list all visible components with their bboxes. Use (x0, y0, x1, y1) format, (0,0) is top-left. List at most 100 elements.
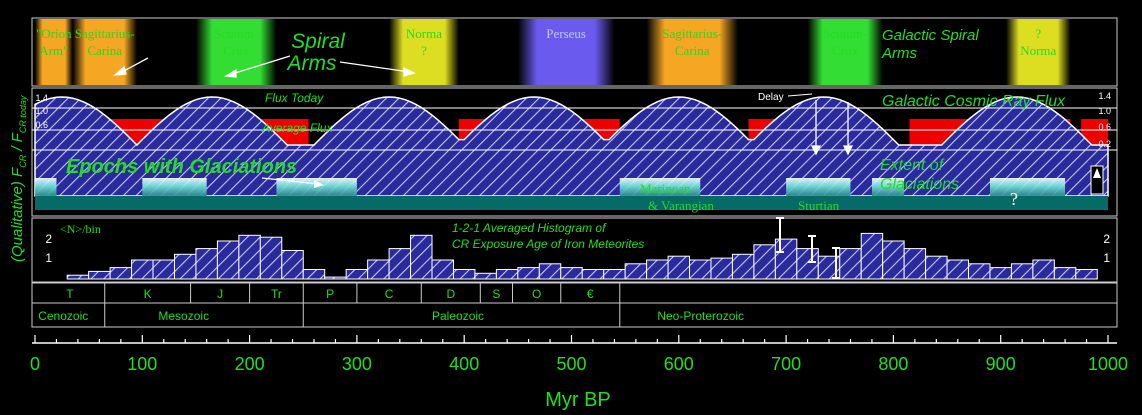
arm-band-6 (646, 19, 738, 85)
histogram-bar (839, 248, 862, 280)
arm-band-label-1: "Orion Arm" (36, 26, 72, 58)
histogram-error-bars (776, 217, 840, 279)
delay-down-arrows (810, 100, 854, 156)
histogram-bar (66, 274, 90, 280)
histogram-right-tick-label: 1 (1103, 251, 1110, 265)
flux-left-tick-label: 1.0 (35, 106, 48, 116)
x-tick-label: 1000 (1088, 354, 1128, 374)
unknown-glaciation-mark: ? (1010, 189, 1018, 209)
arm-band-4 (389, 19, 459, 85)
glaciation-extent-area-6 (871, 178, 905, 200)
glaciation-extent-area-2 (142, 178, 207, 200)
flux-left-tick-label: 0.6 (35, 120, 48, 130)
histogram-bar (259, 236, 283, 280)
histogram-bar (860, 232, 884, 280)
x-tick-label: 800 (878, 354, 908, 374)
flux-curve-area (34, 96, 1109, 210)
arm-band-label-8: ? Norma (1020, 26, 1056, 58)
histogram-bar (689, 259, 712, 280)
period-label: € (587, 287, 594, 301)
average-flux-label: Average Flux (261, 121, 333, 135)
spiral-arms-label: Spiral Arms (286, 30, 347, 75)
histogram-bar (281, 250, 304, 280)
arm-band-label-2: Sagittarius-Carina (75, 26, 135, 58)
delay-label: Delay (758, 92, 784, 103)
histogram-right-tick-label: 2 (1103, 232, 1110, 246)
histogram-bar (388, 248, 412, 280)
histogram-bar (88, 270, 111, 280)
glaciation-extent-area-7 (989, 178, 1066, 200)
period-label: Tr (271, 287, 282, 301)
x-axis-label: Myr BP (545, 389, 611, 411)
period-label: S (492, 287, 500, 301)
flux-reference-lines (32, 107, 1117, 151)
flux-right-tick-label: 1.0 (1098, 106, 1111, 116)
extent-of-glaciations-label: Extent of Glaciations (880, 157, 959, 193)
y-axis-label-over: / F (9, 132, 26, 155)
glaciation-baseline (35, 196, 1108, 210)
x-tick-label: 500 (556, 354, 586, 374)
arm-band-5 (517, 19, 615, 85)
histogram-bar (882, 240, 905, 280)
flux-left-ticks: 1.4 1.0 0.6 (35, 93, 48, 130)
flux-right-tick-label: 0.6 (1098, 122, 1111, 132)
arm-band-label-7: Scutum-Crux (823, 26, 867, 58)
histogram-bar (517, 267, 540, 280)
arm-band-8 (1006, 19, 1071, 85)
histogram-bar (173, 253, 197, 280)
sturtian-label: Sturtian (798, 198, 840, 213)
varangian-label: & Varangian (648, 198, 714, 213)
histogram-bar (925, 255, 948, 280)
histogram-bar (646, 259, 669, 280)
histogram-bar (345, 269, 369, 280)
arm-bands: "Orion Arm"Sagittarius-Carina Scutum-Crux N… (35, 19, 1071, 85)
histogram-bar (474, 272, 497, 280)
arm-band-1 (35, 19, 73, 85)
period-label: J (217, 287, 223, 301)
histogram-bar (1032, 259, 1055, 280)
extent-scale-bar (1090, 165, 1104, 195)
y-axis-label-sub: CR (18, 154, 28, 167)
histogram-left-ticks: 21 (45, 232, 52, 265)
arm-band-7 (807, 19, 883, 85)
histogram-bar (538, 263, 562, 280)
histogram-bar (195, 248, 218, 280)
y-axis-label: (Qualitative) FCR / FCR today (9, 95, 28, 262)
histogram-bar (1010, 263, 1034, 280)
flux-left-tick-label: 1.4 (35, 93, 48, 103)
histogram-bar (495, 269, 519, 280)
histogram-bar (774, 238, 798, 280)
histogram-bar (560, 267, 583, 280)
histogram-bar (238, 234, 261, 280)
histogram-bar (710, 257, 733, 280)
histogram-bar (431, 259, 454, 280)
cosmic-ray-flux-panel: Flux Today Average Flux Delay Galactic C… (31, 87, 1118, 217)
glaciation-extent-area-1 (35, 178, 57, 200)
galactic-spiral-arms-label: Galactic Spiral Arms (881, 27, 979, 62)
spiral-arms-panel: "Orion Arm"Sagittarius-Carina Scutum-Crux N… (31, 17, 1118, 87)
histogram-bar (968, 263, 991, 280)
histogram-bar (989, 267, 1012, 280)
period-label: K (144, 287, 152, 301)
period-label: O (532, 287, 541, 301)
histogram-bar (131, 259, 154, 280)
galactic-cr-flux-label: Galactic Cosmic Ray Flux (882, 93, 1066, 110)
histogram-panel: <N>/bin 1-2-1 Averaged Histogram of CR E… (31, 217, 1118, 283)
flux-today-label: Flux Today (265, 91, 324, 105)
flux-right-tick-label: 1.4 (1098, 91, 1111, 101)
y-axis-label-main: (Qualitative) F (9, 167, 26, 262)
arm-band-label-4: Norma? (406, 26, 442, 58)
histogram-bar (603, 269, 626, 280)
histogram-bar (324, 276, 347, 280)
x-tick-label: 300 (342, 354, 372, 374)
x-tick-label: 100 (127, 354, 157, 374)
histogram-bar (731, 253, 755, 280)
flux-right-ticks: 1.4 1.0 0.6 0.2 (1098, 91, 1111, 149)
histogram-bar (946, 259, 970, 280)
histogram-title-line1: 1-2-1 Averaged Histogram of (452, 221, 607, 235)
flux-right-tick-label: 0.2 (1098, 139, 1111, 149)
histogram-left-tick-label: 1 (45, 251, 52, 265)
geologic-periods-row: T K J Tr P C D S O € (31, 282, 1118, 327)
histogram-bar (302, 269, 326, 280)
